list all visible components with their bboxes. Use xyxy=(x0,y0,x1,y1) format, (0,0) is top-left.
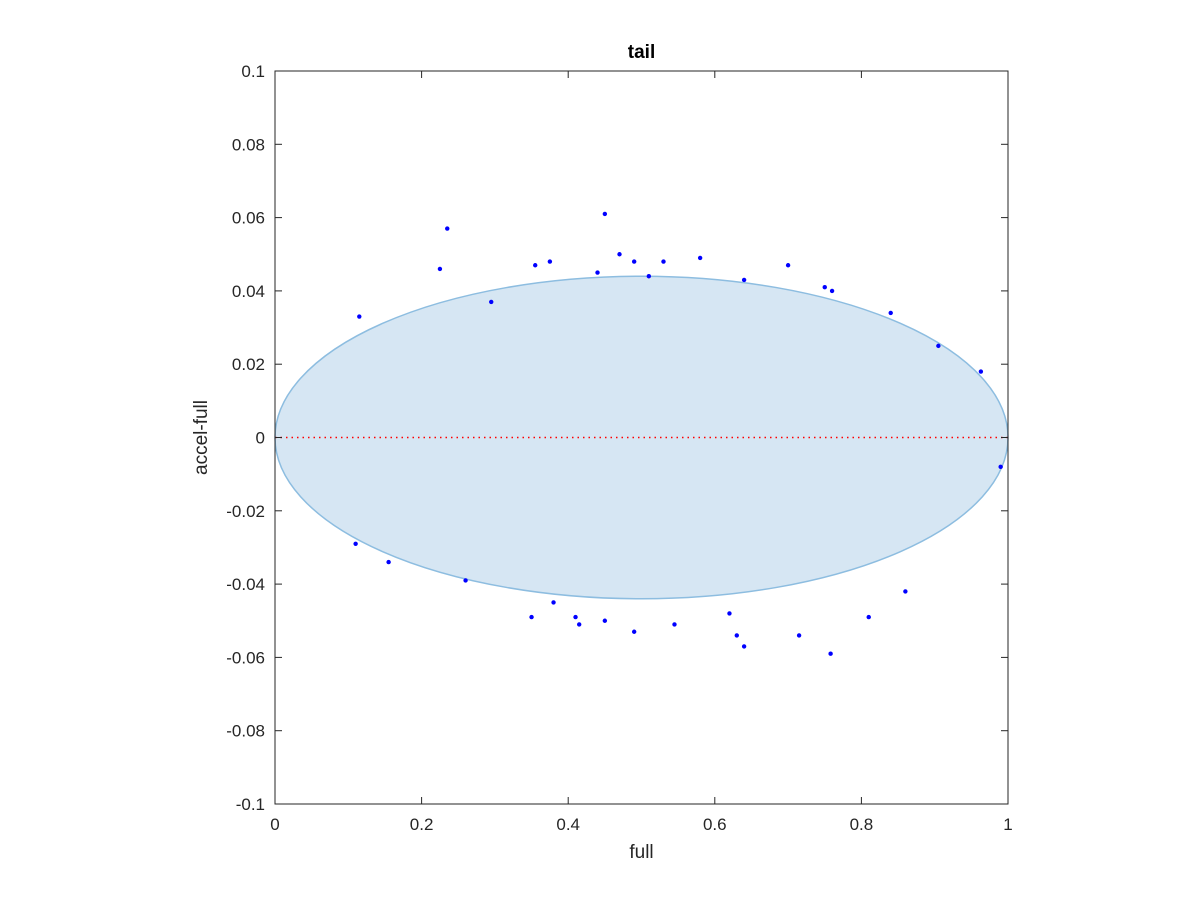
data-point xyxy=(822,285,827,290)
data-point xyxy=(741,277,747,283)
data-point xyxy=(727,611,732,616)
data-point xyxy=(529,614,534,620)
data-point xyxy=(573,614,578,620)
data-point xyxy=(353,541,358,546)
x-tick-label: 0 xyxy=(270,815,279,834)
data-point xyxy=(734,633,739,638)
data-point xyxy=(533,263,538,268)
data-point xyxy=(978,369,984,374)
data-point xyxy=(576,622,582,627)
data-point xyxy=(672,622,677,627)
y-tick-label: -0.08 xyxy=(226,722,265,741)
data-point xyxy=(357,314,362,319)
y-tick-label: -0.04 xyxy=(226,575,265,594)
x-tick-label: 1 xyxy=(1003,815,1012,834)
x-tick-label: 0.8 xyxy=(850,815,874,834)
confidence-ellipse xyxy=(274,275,1009,600)
data-point xyxy=(489,299,494,305)
region-layer xyxy=(274,275,1009,600)
y-tick-label: 0.08 xyxy=(232,135,265,154)
data-point xyxy=(741,644,747,649)
y-tick-label: 0.06 xyxy=(232,209,265,228)
data-point xyxy=(829,288,835,294)
data-point xyxy=(386,559,391,565)
data-point xyxy=(697,255,703,261)
data-point xyxy=(796,633,802,638)
x-tick-label: 0.4 xyxy=(556,815,580,834)
data-point xyxy=(602,618,608,623)
data-point xyxy=(463,578,468,583)
x-tick-label: 0.2 xyxy=(410,815,434,834)
y-tick-label: -0.1 xyxy=(236,795,265,814)
data-point xyxy=(646,274,652,279)
data-point xyxy=(936,343,941,349)
y-tick-label: -0.06 xyxy=(226,648,265,667)
data-point xyxy=(631,259,637,264)
x-axis-label: full xyxy=(629,842,653,863)
data-points xyxy=(353,211,1003,656)
y-tick-label: 0.04 xyxy=(232,282,265,301)
data-point xyxy=(547,259,553,264)
data-point xyxy=(785,263,791,268)
data-point xyxy=(828,651,833,656)
data-point xyxy=(551,600,556,605)
data-point xyxy=(445,226,450,231)
data-point xyxy=(888,310,893,316)
data-point xyxy=(866,614,871,620)
data-point xyxy=(631,629,637,634)
data-point xyxy=(661,259,666,264)
data-point xyxy=(998,464,1003,470)
data-point xyxy=(595,270,600,275)
y-tick-label: 0 xyxy=(256,429,265,448)
y-tick-label: 0.02 xyxy=(232,355,265,374)
data-point xyxy=(437,266,443,272)
y-axis-label: accel-full xyxy=(191,400,212,475)
y-tick-label: -0.02 xyxy=(226,502,265,521)
data-point xyxy=(617,252,622,257)
data-point xyxy=(903,589,908,594)
axis-ticks: 0 0.2 0.4 0.6 0.8 1 0.1 0.08 0.06 0.04 0.02 0 -0.02 -… xyxy=(226,62,1012,834)
chart-title: tail xyxy=(628,42,655,63)
x-tick-label: 0.6 xyxy=(703,815,727,834)
data-point xyxy=(602,211,608,217)
y-tick-label: 0.1 xyxy=(241,62,265,81)
